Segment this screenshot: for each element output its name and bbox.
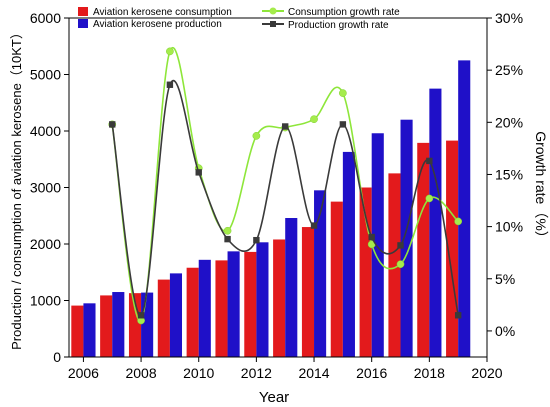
legend-production-label: Aviation kerosene production <box>93 19 222 30</box>
consumption-growth-point-2017 <box>396 260 405 269</box>
left-y-tick-label-3000: 3000 <box>30 180 61 196</box>
left-y-tick-label-6000: 6000 <box>30 10 61 26</box>
legend-production-swatch <box>78 19 88 28</box>
production-bar-2013 <box>285 218 298 357</box>
right-y-tick-label-5: 5% <box>495 271 515 287</box>
production-bar-2012 <box>256 242 269 357</box>
production-growth-point-2011 <box>224 235 231 243</box>
left-y-axis: 0 1000 2000 3000 4000 5000 6000 <box>30 10 69 365</box>
right-y-tick-label-10: 10% <box>495 219 523 235</box>
right-y-tick-label-0: 0% <box>495 323 515 339</box>
bar-layer <box>71 60 471 357</box>
production-bar-2017 <box>400 119 413 357</box>
production-bar-2018 <box>429 88 442 357</box>
left-y-tick-label-0: 0 <box>53 349 61 365</box>
right-y-axis: 0% 5% 10% 15% 20% 25% 30% <box>487 10 523 339</box>
production-growth-point-2014 <box>310 222 318 229</box>
x-tick-label-2012: 2012 <box>241 365 272 381</box>
x-tick-label-2014: 2014 <box>298 365 329 381</box>
legend-consumption-label: Aviation kerosene consumption <box>93 7 232 18</box>
consumption-bar-2007 <box>100 295 113 357</box>
x-tick-label-2010: 2010 <box>183 365 214 381</box>
production-growth-point-2018 <box>426 157 433 165</box>
x-axis: 2006 2008 2010 2012 2014 2016 2018 2020 <box>68 357 503 381</box>
production-growth-point-2008 <box>137 312 145 319</box>
consumption-bar-2010 <box>186 267 199 357</box>
consumption-growth-point-2014 <box>310 115 318 124</box>
x-tick-label-2020: 2020 <box>471 365 502 381</box>
production-bar-2019 <box>458 60 471 357</box>
consumption-bar-2008 <box>128 293 142 357</box>
production-bar-2015 <box>342 151 355 357</box>
consumption-bar-2006 <box>71 305 84 357</box>
consumption-bar-2011 <box>215 260 228 357</box>
production-bar-2011 <box>227 251 240 357</box>
consumption-bar-2014 <box>301 227 315 357</box>
consumption-growth-point-2012 <box>252 132 261 140</box>
consumption-bar-2019 <box>446 140 459 357</box>
production-bar-2009 <box>169 273 183 357</box>
right-y-tick-label-25: 25% <box>495 62 523 78</box>
legend-consumption-growth-marker <box>269 7 277 15</box>
production-growth-point-2016 <box>368 233 375 241</box>
legend-consumption-growth-label: Consumption growth rate <box>288 7 400 18</box>
x-tick-label-2016: 2016 <box>356 365 387 381</box>
consumption-bar-2009 <box>157 279 170 357</box>
production-growth-point-2015 <box>339 121 347 128</box>
right-y-axis-title: Growth rate（%） <box>533 131 549 245</box>
left-y-tick-label-1000: 1000 <box>30 293 61 309</box>
production-bar-2010 <box>198 259 211 357</box>
legend-consumption-swatch <box>78 7 88 16</box>
right-y-tick-label-15: 15% <box>495 166 523 182</box>
production-growth-point-2017 <box>397 242 404 249</box>
production-growth-point-2013 <box>282 123 289 130</box>
production-bar-2008 <box>141 292 154 357</box>
production-growth-point-2010 <box>195 169 202 176</box>
legend-production-growth-label: Production growth rate <box>288 20 389 31</box>
production-growth-point-2019 <box>454 312 462 319</box>
production-bar-2007 <box>112 292 125 357</box>
right-y-tick-label-20: 20% <box>495 114 523 130</box>
right-y-tick-label-30: 30% <box>495 10 523 26</box>
consumption-growth-point-2018 <box>425 194 434 203</box>
production-bar-2006 <box>83 303 96 357</box>
production-growth-point-2009 <box>166 81 174 88</box>
production-bar-2016 <box>371 133 384 357</box>
consumption-growth-point-2011 <box>223 226 232 235</box>
x-tick-label-2008: 2008 <box>125 365 156 381</box>
production-growth-point-2007 <box>109 121 116 128</box>
x-tick-label-2006: 2006 <box>68 365 99 381</box>
consumption-bar-2013 <box>273 239 286 357</box>
legend: Aviation kerosene consumption Aviation k… <box>78 7 400 31</box>
production-bar-2014 <box>314 190 327 357</box>
left-y-tick-label-5000: 5000 <box>30 67 61 83</box>
consumption-growth-point-2009 <box>166 47 174 56</box>
consumption-growth-point-2019 <box>454 217 463 226</box>
consumption-bar-2015 <box>330 201 343 357</box>
legend-production-growth-marker <box>270 21 276 27</box>
line-layer <box>108 47 463 325</box>
x-axis-title: Year <box>259 389 289 406</box>
left-y-tick-label-4000: 4000 <box>30 123 61 139</box>
x-tick-label-2018: 2018 <box>414 365 445 381</box>
consumption-bar-2017 <box>388 173 401 357</box>
consumption-bar-2012 <box>244 251 257 357</box>
left-y-tick-label-2000: 2000 <box>30 236 61 252</box>
production-growth-point-2012 <box>253 236 260 244</box>
left-y-axis-title: Production / consumption of aviation ker… <box>9 26 24 350</box>
consumption-growth-point-2015 <box>339 89 347 97</box>
